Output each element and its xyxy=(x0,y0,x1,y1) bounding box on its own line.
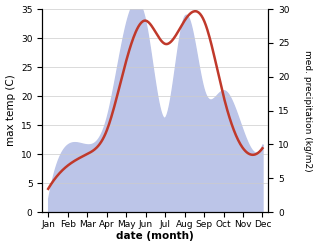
X-axis label: date (month): date (month) xyxy=(116,231,194,242)
Y-axis label: med. precipitation (kg/m2): med. precipitation (kg/m2) xyxy=(303,50,313,171)
Y-axis label: max temp (C): max temp (C) xyxy=(5,75,16,146)
